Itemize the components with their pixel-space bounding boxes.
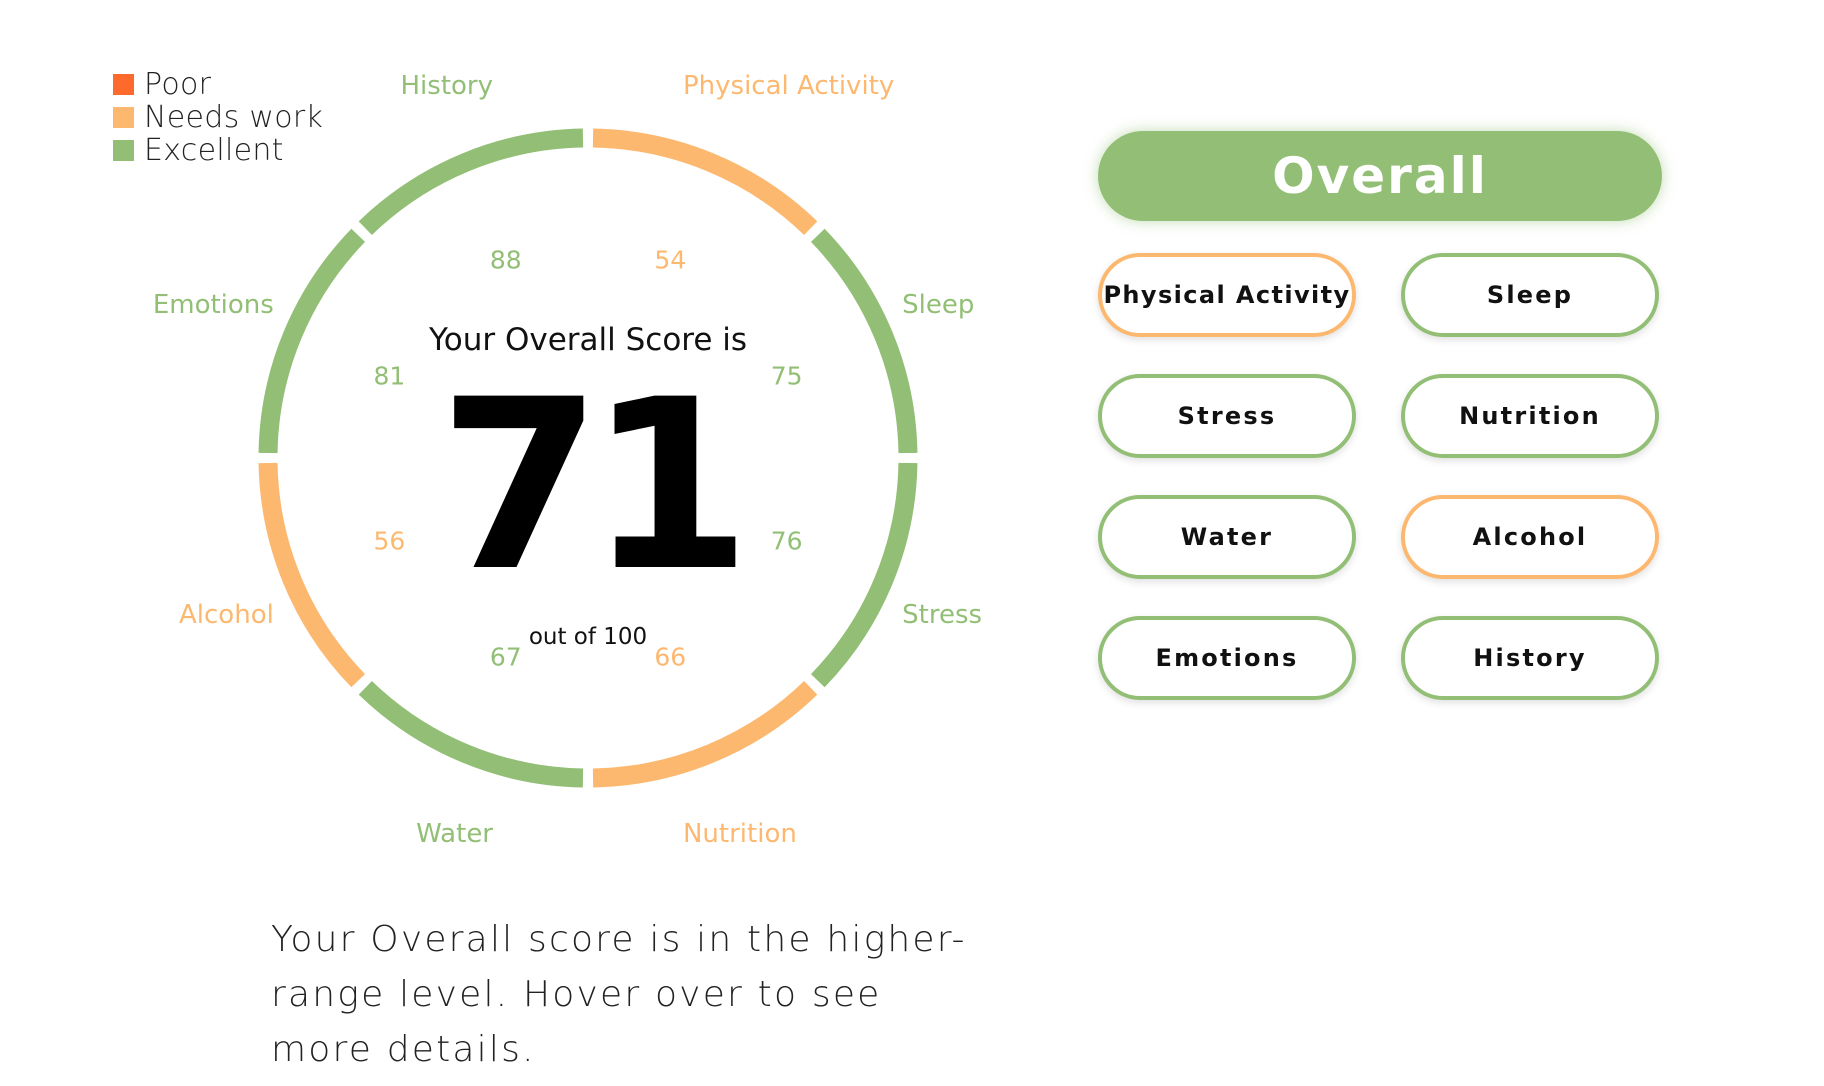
score-dial: 54 Physical Activity 75 Sleep 76 Stress 66 Nutr… <box>153 71 982 849</box>
segment-label-sleep: Sleep <box>902 290 974 320</box>
legend-swatch-needs-work <box>113 107 134 128</box>
history-button[interactable]: History <box>1401 616 1659 700</box>
dial-subtitle: out of 100 <box>529 624 647 650</box>
dial-segment-sleep[interactable] <box>810 228 918 454</box>
dial-segment-physical-activity[interactable] <box>592 128 818 236</box>
segment-label-history: History <box>401 71 494 101</box>
alcohol-button[interactable]: Alcohol <box>1401 495 1659 579</box>
segment-score-sleep: 75 <box>771 362 803 391</box>
legend-item-poor: Poor <box>113 67 323 102</box>
segment-score-nutrition: 66 <box>654 643 686 672</box>
segment-label-stress: Stress <box>902 600 982 630</box>
dial-segment-alcohol[interactable] <box>258 462 366 688</box>
legend-swatch-poor <box>113 74 134 95</box>
segment-score-emotions: 81 <box>373 362 405 391</box>
score-description: Your Overall score is in the higher-rang… <box>271 919 967 1070</box>
dial-segment-water[interactable] <box>358 680 584 788</box>
legend-label: Excellent <box>144 133 284 168</box>
dial-segment-nutrition[interactable] <box>592 680 818 788</box>
segment-label-physical-activity: Physical Activity <box>683 71 894 101</box>
water-button[interactable]: Water <box>1098 495 1356 579</box>
dial-segment-stress[interactable] <box>810 462 918 688</box>
stress-button[interactable]: Stress <box>1098 374 1356 458</box>
segment-label-emotions: Emotions <box>153 290 274 320</box>
overall-button[interactable]: Overall <box>1098 131 1662 221</box>
dial-segment-emotions[interactable] <box>258 228 366 454</box>
legend: Poor Needs work Excellent <box>113 67 324 168</box>
segment-score-physical-activity: 54 <box>654 245 686 274</box>
segment-score-water: 67 <box>490 643 522 672</box>
segment-label-alcohol: Alcohol <box>179 600 274 630</box>
segment-label-nutrition: Nutrition <box>683 819 797 849</box>
dial-segment-history[interactable] <box>358 128 584 236</box>
segment-label-water: Water <box>416 819 493 849</box>
physical-activity-button[interactable]: Physical Activity <box>1098 253 1356 337</box>
legend-label: Needs work <box>144 100 324 135</box>
legend-item-needs-work: Needs work <box>113 100 324 135</box>
legend-label: Poor <box>144 67 212 102</box>
segment-score-stress: 76 <box>771 526 803 555</box>
emotions-button[interactable]: Emotions <box>1098 616 1356 700</box>
legend-swatch-excellent <box>113 140 134 161</box>
legend-item-excellent: Excellent <box>113 133 323 168</box>
sleep-button[interactable]: Sleep <box>1401 253 1659 337</box>
overall-score-value: 71 <box>438 350 737 623</box>
segment-score-alcohol: 56 <box>373 526 405 555</box>
segment-score-history: 88 <box>490 245 522 274</box>
nutrition-button[interactable]: Nutrition <box>1401 374 1659 458</box>
dial-title: Your Overall Score is <box>428 322 747 358</box>
